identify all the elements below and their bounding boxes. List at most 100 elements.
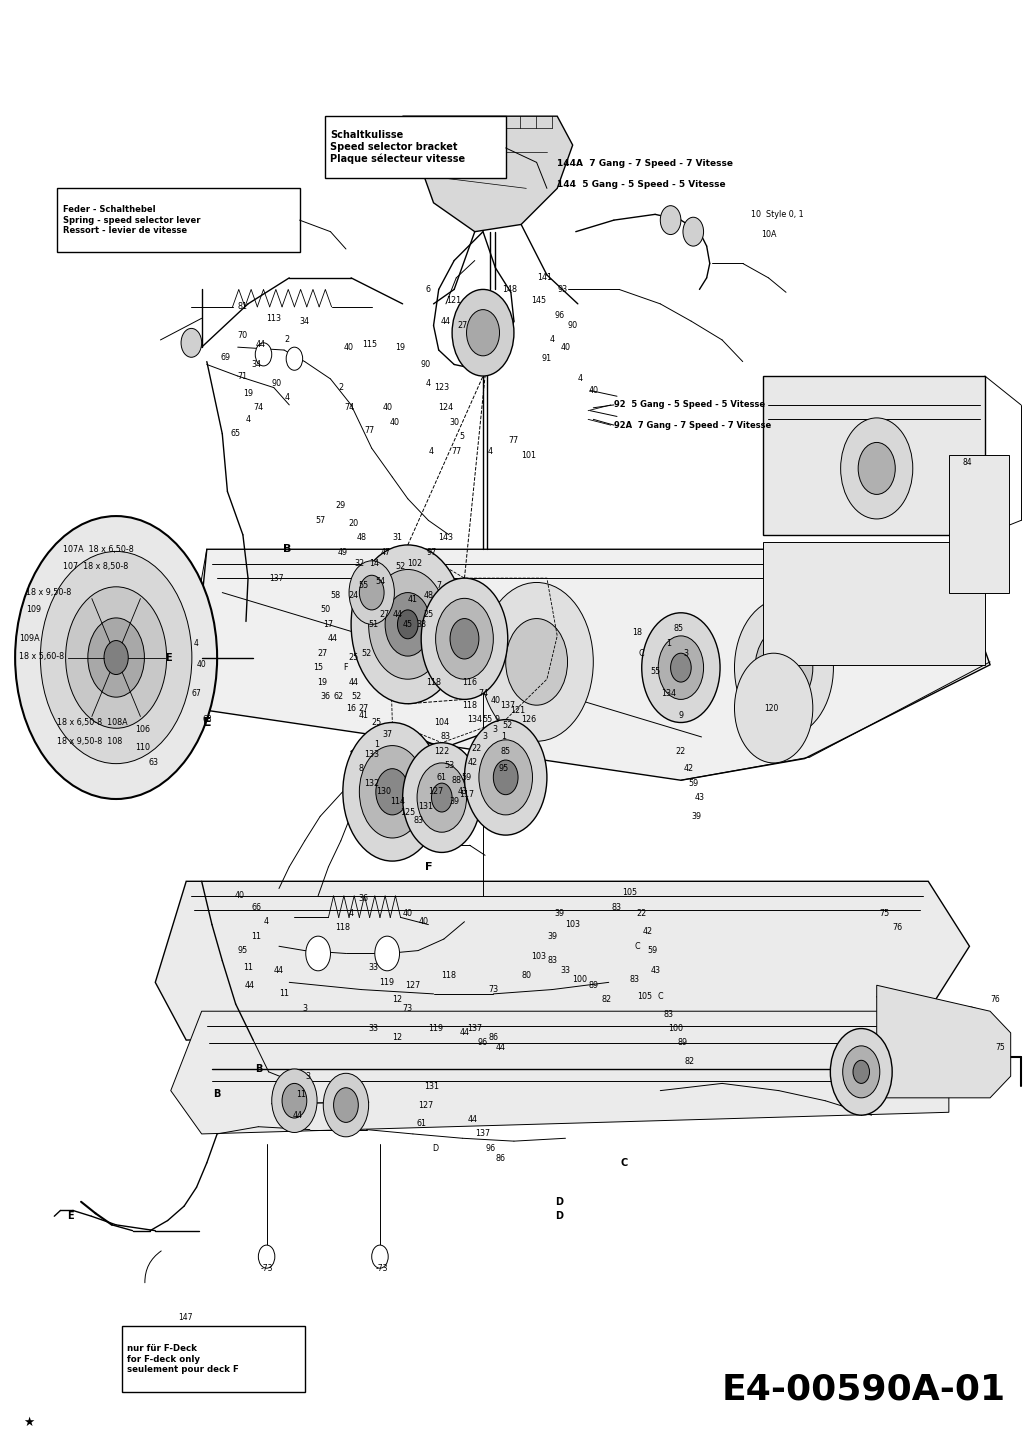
Circle shape [841, 418, 912, 519]
Text: 9: 9 [678, 711, 683, 720]
Text: 137: 137 [467, 1025, 482, 1033]
Text: 39: 39 [691, 812, 702, 821]
Circle shape [343, 722, 442, 861]
Text: 10A: 10A [762, 230, 777, 238]
Circle shape [417, 763, 466, 832]
Text: 32: 32 [354, 559, 364, 568]
Text: 110: 110 [135, 743, 151, 751]
Text: 59: 59 [688, 779, 699, 788]
Text: 85: 85 [501, 747, 511, 756]
Text: 144A  7 Gang - 7 Speed - 7 Vitesse: 144A 7 Gang - 7 Speed - 7 Vitesse [557, 159, 733, 168]
Text: C: C [620, 1157, 627, 1168]
Text: D: D [555, 1196, 563, 1207]
Circle shape [372, 1246, 388, 1269]
Text: 54: 54 [375, 577, 385, 585]
Bar [325, 116, 506, 178]
Text: 4: 4 [550, 335, 554, 344]
Text: 127: 127 [418, 1101, 433, 1110]
Text: 52: 52 [361, 649, 372, 657]
Text: 18 x 6,50-8  108A: 18 x 6,50-8 108A [58, 718, 128, 727]
Text: 63: 63 [149, 759, 158, 767]
Text: 34: 34 [251, 360, 261, 368]
Bar [764, 542, 985, 665]
Text: 52: 52 [503, 721, 513, 730]
Text: 57: 57 [315, 516, 325, 525]
Circle shape [683, 217, 704, 246]
Text: 48: 48 [423, 591, 433, 600]
Text: 40: 40 [418, 918, 428, 926]
Text: 7: 7 [437, 581, 442, 590]
Text: 90: 90 [271, 379, 282, 387]
Text: 12: 12 [392, 996, 402, 1004]
Text: 12: 12 [392, 1033, 402, 1042]
Text: 122: 122 [434, 747, 449, 756]
Text: 55: 55 [650, 668, 660, 676]
Text: E: E [165, 653, 172, 663]
Text: 127: 127 [428, 788, 443, 796]
Text: 4: 4 [426, 379, 431, 387]
Text: 66: 66 [251, 903, 261, 912]
Circle shape [642, 613, 720, 722]
Text: 51: 51 [368, 620, 379, 629]
Circle shape [305, 936, 330, 971]
Text: 40: 40 [197, 660, 206, 669]
Circle shape [349, 561, 394, 624]
Circle shape [735, 598, 834, 737]
Text: 120: 120 [765, 704, 779, 712]
Text: 77: 77 [451, 447, 461, 455]
Text: B: B [214, 1088, 221, 1098]
Text: 121: 121 [511, 707, 525, 715]
Text: 90: 90 [420, 360, 430, 368]
Text: 117: 117 [459, 790, 474, 799]
Text: 86: 86 [495, 1155, 506, 1163]
Polygon shape [402, 116, 573, 231]
Text: 18 x 5,60-8: 18 x 5,60-8 [20, 652, 64, 660]
Text: 14: 14 [368, 559, 379, 568]
Text: 3: 3 [483, 733, 487, 741]
Text: 97: 97 [426, 548, 437, 556]
Text: 96: 96 [485, 1144, 495, 1153]
Text: 116: 116 [462, 678, 477, 686]
Text: 3: 3 [683, 649, 688, 657]
Circle shape [255, 342, 271, 366]
Text: 4: 4 [429, 447, 434, 455]
Circle shape [831, 1029, 893, 1116]
Circle shape [436, 598, 493, 679]
Text: 43: 43 [457, 788, 467, 796]
Text: 40: 40 [490, 696, 501, 705]
Circle shape [853, 1061, 870, 1084]
Text: 103: 103 [531, 952, 546, 961]
Text: 16: 16 [346, 704, 356, 712]
Text: 74: 74 [253, 403, 263, 412]
Text: 82: 82 [602, 996, 612, 1004]
Text: 81: 81 [238, 302, 248, 311]
Text: 125: 125 [400, 808, 416, 816]
Text: 52: 52 [395, 562, 406, 571]
Text: 30: 30 [449, 418, 459, 426]
Text: 91: 91 [542, 354, 552, 363]
Text: 1: 1 [375, 740, 380, 749]
Text: 104: 104 [434, 718, 449, 727]
Text: 37: 37 [382, 730, 392, 738]
Text: 96: 96 [478, 1039, 488, 1048]
Circle shape [368, 569, 447, 679]
Text: 82: 82 [684, 1058, 695, 1066]
Text: 4: 4 [577, 374, 582, 383]
Text: Schaltkulisse
Speed selector bracket
Plaque sélecteur vitesse: Schaltkulisse Speed selector bracket Pla… [330, 130, 465, 165]
Text: 84: 84 [963, 458, 972, 467]
Circle shape [660, 205, 681, 234]
Text: 43: 43 [695, 793, 705, 802]
Text: 20: 20 [348, 519, 358, 527]
Circle shape [376, 769, 409, 815]
Text: 11: 11 [244, 964, 253, 972]
Text: 143: 143 [439, 533, 453, 542]
Text: 33: 33 [368, 1025, 379, 1033]
Text: C: C [657, 993, 664, 1001]
Text: 41: 41 [358, 711, 368, 720]
Circle shape [104, 640, 128, 675]
Text: 83: 83 [630, 975, 640, 984]
Text: 55: 55 [482, 715, 492, 724]
Text: 131: 131 [418, 802, 432, 811]
Text: 101: 101 [521, 451, 536, 460]
Text: 48: 48 [356, 533, 366, 542]
